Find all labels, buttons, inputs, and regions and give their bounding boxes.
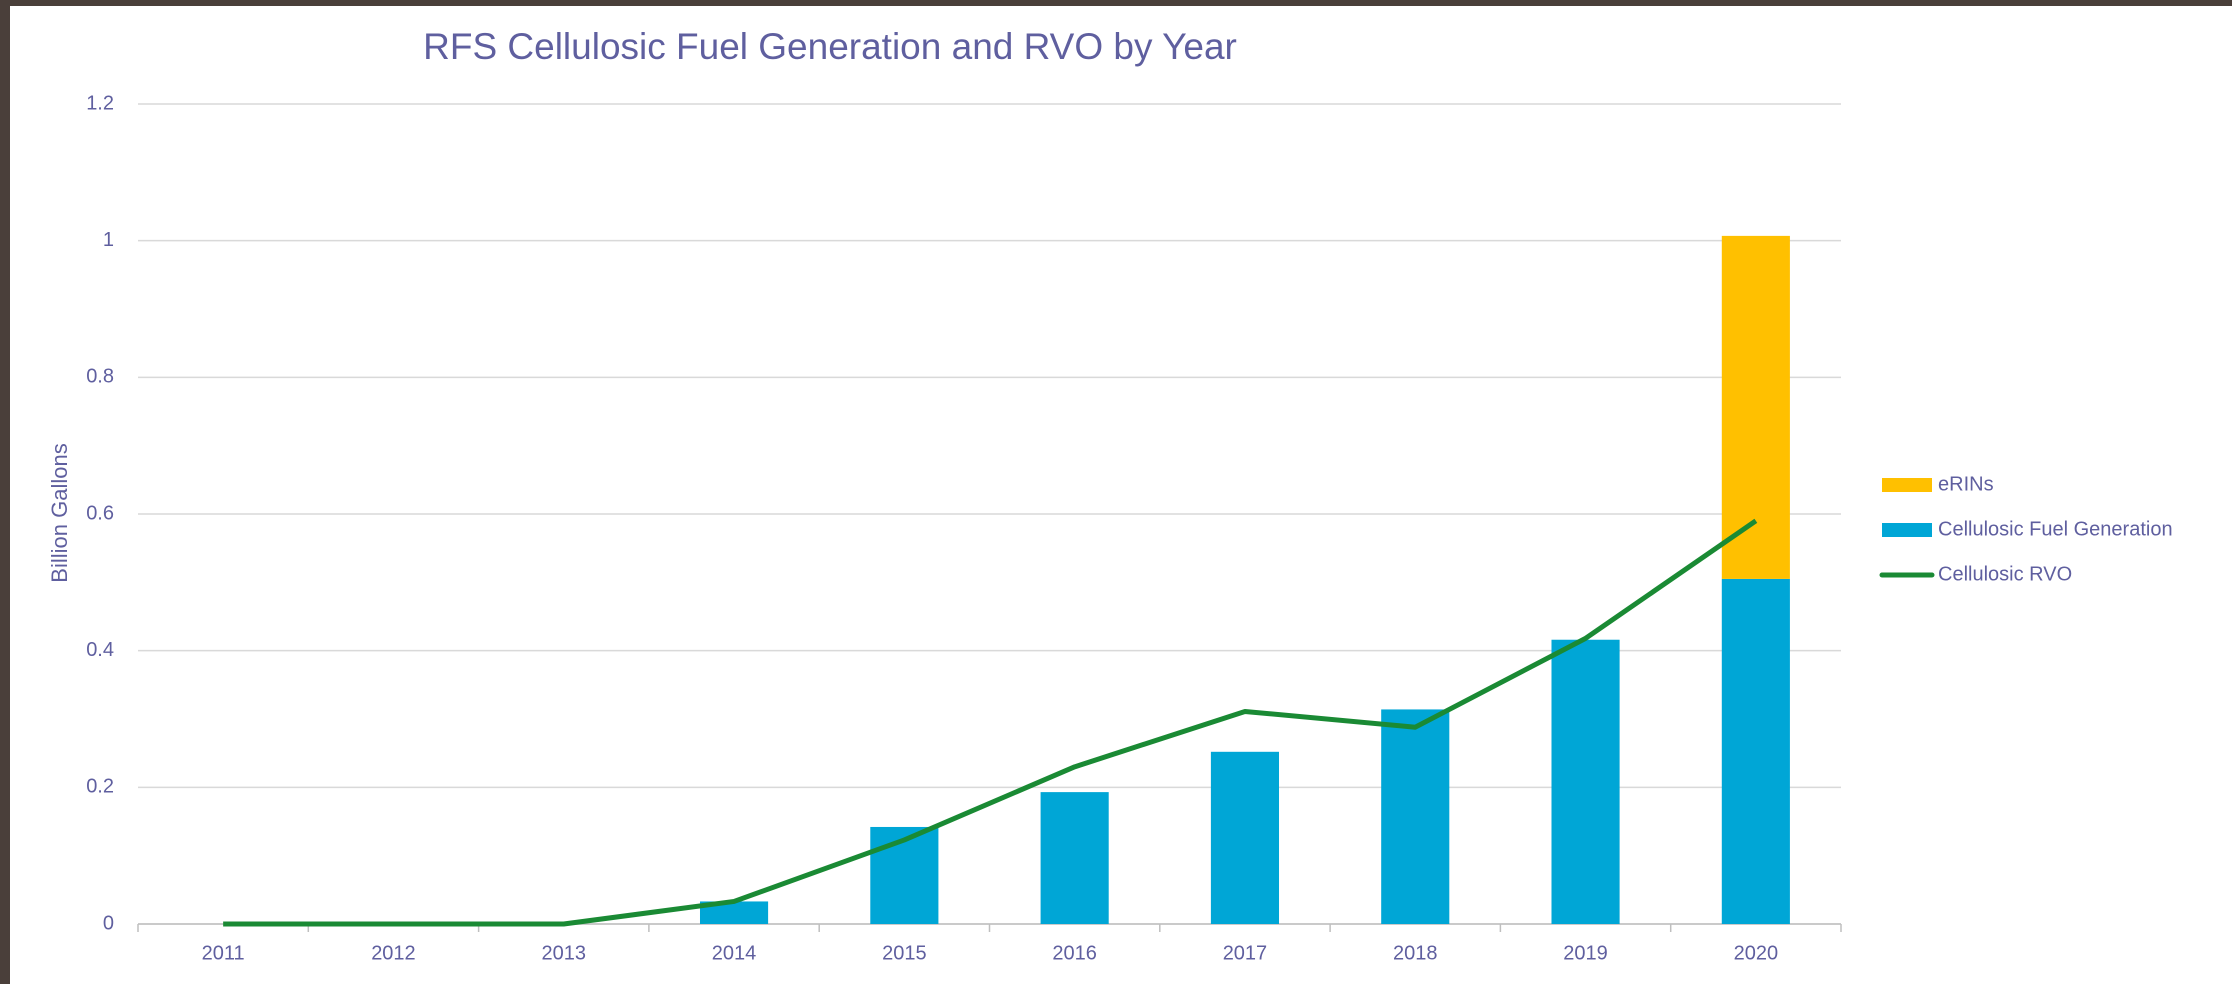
x-tick-label: 2013 [542,942,587,964]
y-tick-label: 1.2 [86,92,114,114]
x-tick-label: 2014 [712,942,757,964]
legend-swatch [1882,523,1932,537]
x-tick-label: 2017 [1223,942,1268,964]
x-tick-label: 2019 [1563,942,1608,964]
x-tick-label: 2018 [1393,942,1438,964]
legend-label: Cellulosic Fuel Generation [1938,518,2173,540]
bar [1381,709,1450,924]
bar [1040,792,1109,924]
y-tick-label: 0.2 [86,776,114,798]
bar [1210,751,1280,924]
bar [1551,639,1620,924]
chart-background [10,6,2232,984]
bar [1721,235,1790,579]
x-tick-label: 2015 [882,942,927,964]
line [223,518,1758,927]
y-tick-label: 0.4 [86,639,114,661]
legend-label: Cellulosic RVO [1938,563,2072,585]
y-tick-label: 0.8 [86,366,114,388]
legend-label: eRINs [1938,473,1994,495]
bar [1721,578,1790,924]
bar [870,826,939,924]
bar [699,901,769,924]
x-tick-label: 2011 [202,942,245,964]
x-tick-label: 2020 [1734,942,1779,964]
y-tick-label: 0.6 [86,502,114,524]
legend-swatch [1882,478,1932,492]
y-axis-label: Billion Gallons [47,443,72,582]
y-tick-label: 0 [103,912,114,934]
chart-title: RFS Cellulosic Fuel Generation and RVO b… [423,26,1237,67]
x-tick-label: 2016 [1052,942,1097,964]
y-tick-label: 1 [103,229,114,251]
x-tick-label: 2012 [371,942,416,964]
